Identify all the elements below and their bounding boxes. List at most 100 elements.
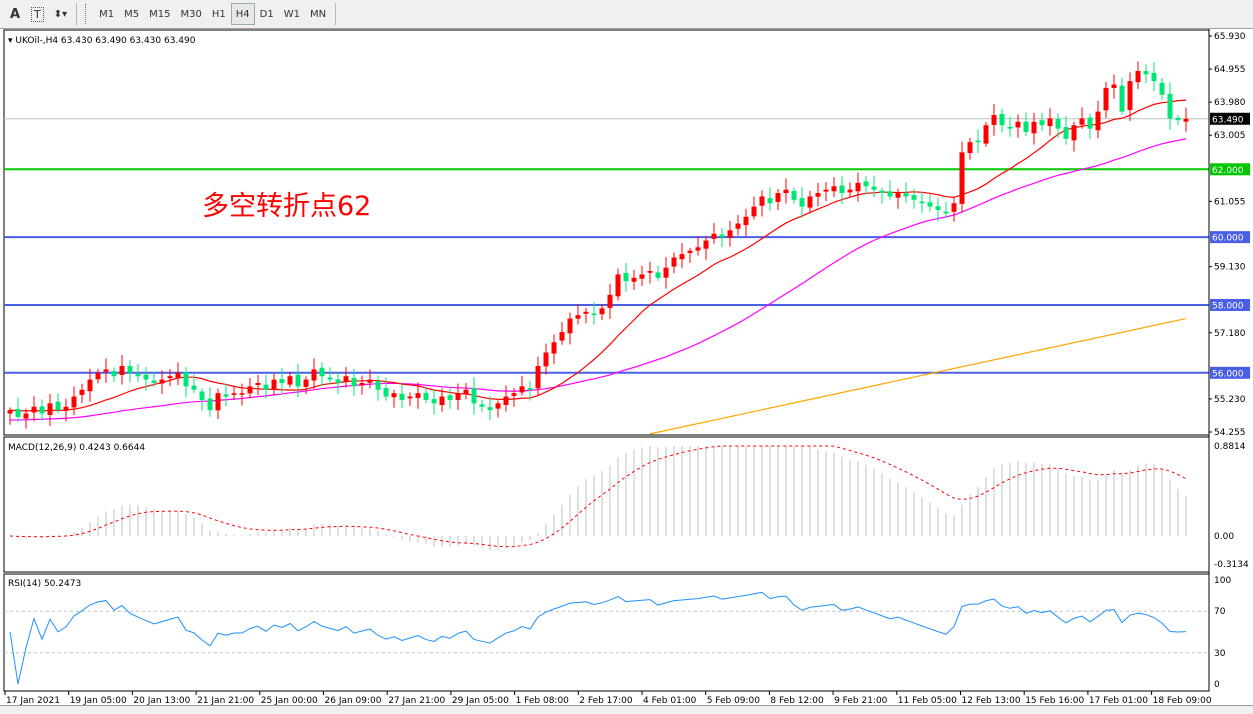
candle[interactable] xyxy=(799,187,805,218)
candle[interactable] xyxy=(535,356,541,396)
candle[interactable] xyxy=(119,355,125,385)
rsi-panel[interactable] xyxy=(3,573,1210,692)
candle[interactable] xyxy=(63,398,69,422)
candle[interactable] xyxy=(1127,72,1133,121)
candle[interactable] xyxy=(1087,113,1093,140)
candle[interactable] xyxy=(807,190,813,214)
candle[interactable] xyxy=(911,188,917,209)
candle[interactable] xyxy=(831,177,837,198)
candle[interactable] xyxy=(7,407,13,425)
candle[interactable] xyxy=(775,188,781,211)
timeframe-d1[interactable]: D1 xyxy=(259,8,274,20)
candle[interactable] xyxy=(823,182,829,202)
candle[interactable] xyxy=(663,257,669,289)
candle[interactable] xyxy=(887,180,893,200)
candle[interactable] xyxy=(159,370,165,394)
candle[interactable] xyxy=(559,321,565,345)
candle[interactable] xyxy=(527,380,533,401)
timeframe-mn[interactable]: MN xyxy=(309,8,327,20)
candle[interactable] xyxy=(671,252,677,274)
timeframe-m1[interactable]: M1 xyxy=(99,8,115,20)
candle[interactable] xyxy=(383,377,389,401)
candle[interactable] xyxy=(1151,62,1157,92)
candle[interactable] xyxy=(743,208,749,237)
timeframe-m30[interactable]: M30 xyxy=(180,8,202,20)
candle[interactable] xyxy=(1031,112,1037,145)
candle[interactable] xyxy=(1183,107,1189,132)
chart-window[interactable]: ▾ UKOil-,H4 63.430 63.490 63.430 63.490 … xyxy=(0,29,1253,705)
candle[interactable] xyxy=(215,388,221,420)
candle[interactable] xyxy=(111,367,117,383)
candle[interactable] xyxy=(599,304,605,321)
candle[interactable] xyxy=(327,367,333,384)
candle[interactable] xyxy=(479,399,485,412)
candle[interactable] xyxy=(991,103,997,136)
candle[interactable] xyxy=(487,395,493,421)
candle[interactable] xyxy=(391,389,397,408)
candle[interactable] xyxy=(967,137,973,160)
candle[interactable] xyxy=(335,372,341,395)
candle[interactable] xyxy=(103,358,109,383)
candle[interactable] xyxy=(447,386,453,409)
candle[interactable] xyxy=(943,201,949,219)
candle[interactable] xyxy=(455,383,461,410)
candle[interactable] xyxy=(359,375,365,395)
candle[interactable] xyxy=(935,197,941,222)
candle[interactable] xyxy=(703,235,709,260)
candle[interactable] xyxy=(735,215,741,236)
candle[interactable] xyxy=(575,304,581,325)
candle[interactable] xyxy=(759,190,765,217)
chart-tabs-bar[interactable] xyxy=(0,705,1253,714)
candle[interactable] xyxy=(319,362,325,387)
candle[interactable] xyxy=(607,283,613,320)
candle[interactable] xyxy=(223,383,229,407)
candle[interactable] xyxy=(951,196,957,222)
candle[interactable] xyxy=(1047,108,1053,136)
candle[interactable] xyxy=(551,334,557,364)
candle[interactable] xyxy=(1007,116,1013,137)
candle[interactable] xyxy=(239,383,245,406)
candle[interactable] xyxy=(591,302,597,325)
candle[interactable] xyxy=(439,388,445,412)
candle[interactable] xyxy=(127,360,133,383)
candle[interactable] xyxy=(1119,77,1125,115)
candle[interactable] xyxy=(423,386,429,404)
candle[interactable] xyxy=(199,388,205,411)
candle[interactable] xyxy=(1111,74,1117,99)
candle[interactable] xyxy=(615,268,621,301)
candle[interactable] xyxy=(495,400,501,418)
candle[interactable] xyxy=(1023,112,1029,137)
candle[interactable] xyxy=(983,122,989,147)
candle[interactable] xyxy=(1071,121,1077,152)
annotation-text[interactable]: 多空转折点62 xyxy=(202,191,371,222)
candle[interactable] xyxy=(583,308,589,324)
timeframe-w1[interactable]: W1 xyxy=(283,8,300,20)
candle[interactable] xyxy=(431,389,437,415)
timeframe-h4[interactable]: H4 xyxy=(230,3,255,25)
candle[interactable] xyxy=(151,371,157,388)
candle[interactable] xyxy=(879,187,885,204)
candle[interactable] xyxy=(863,176,869,195)
candle[interactable] xyxy=(999,108,1005,133)
candle[interactable] xyxy=(815,182,821,207)
candle[interactable] xyxy=(207,387,213,417)
macd-panel[interactable] xyxy=(3,436,1210,573)
candle[interactable] xyxy=(719,227,725,248)
candle[interactable] xyxy=(287,371,293,388)
candle[interactable] xyxy=(47,393,53,426)
candle[interactable] xyxy=(271,373,277,396)
candle[interactable] xyxy=(511,388,517,407)
candle[interactable] xyxy=(143,366,149,391)
candle[interactable] xyxy=(871,175,877,198)
candle[interactable] xyxy=(55,393,61,414)
candle[interactable] xyxy=(751,196,757,220)
candle[interactable] xyxy=(367,369,373,389)
candle[interactable] xyxy=(255,374,261,395)
textbox-tool-button[interactable]: T xyxy=(26,3,49,25)
candle[interactable] xyxy=(895,188,901,209)
candle[interactable] xyxy=(695,236,701,256)
candle[interactable] xyxy=(1175,115,1181,126)
candle[interactable] xyxy=(711,223,717,244)
candle[interactable] xyxy=(31,396,37,422)
candle[interactable] xyxy=(783,178,789,204)
